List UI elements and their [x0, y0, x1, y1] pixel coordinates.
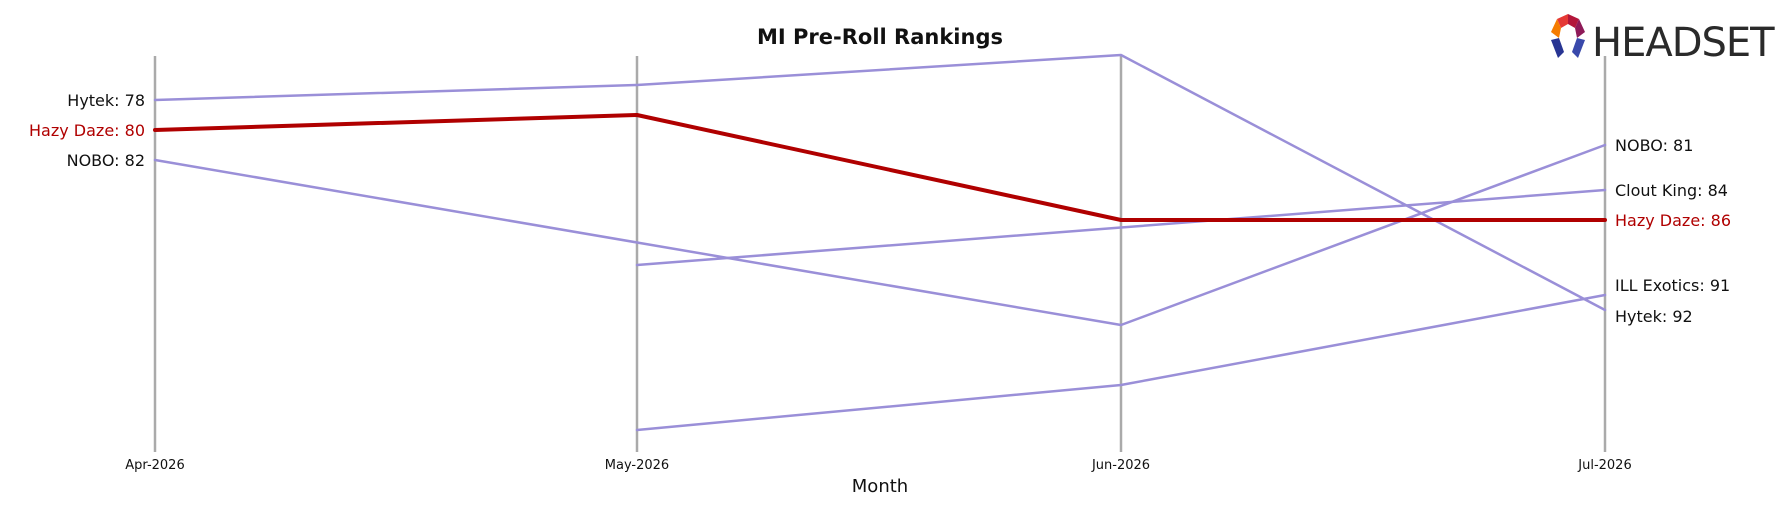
series-line [153, 53, 1607, 312]
series-end-label: Clout King: 84 [1615, 181, 1728, 200]
start-labels: Hytek: 78 NOBO: 82 Hazy Daze: 80 [29, 91, 145, 170]
series-start-label: Hazy Daze: 80 [29, 121, 145, 140]
month-tick-labels: Apr-2026 May-2026 Jun-2026 Jul-2026 [125, 458, 1631, 473]
chart-title: MI Pre-Roll Rankings [757, 25, 1003, 49]
end-labels: Hazy Daze: 86 Hytek: 92 NOBO: 81 Clout King… [1615, 136, 1731, 326]
series-end-label: Hazy Daze: 86 [1615, 211, 1731, 230]
series-line [153, 143, 1607, 327]
series-end-label: NOBO: 81 [1615, 136, 1693, 155]
x-axis-label: Month [852, 476, 908, 497]
logo-text: HEADSET [1592, 20, 1775, 64]
headset-logo-icon [1551, 14, 1585, 58]
month-tick-label: Jul-2026 [1577, 458, 1631, 473]
month-tick-label: Jun-2026 [1091, 458, 1150, 473]
headset-logo: HEADSET [1551, 14, 1776, 64]
series-line [635, 188, 1607, 267]
month-tick-label: Apr-2026 [125, 458, 184, 473]
month-axes [153, 56, 1607, 452]
series-end-label: Hytek: 92 [1615, 307, 1693, 326]
series-line [153, 113, 1607, 222]
series-end-label: ILL Exotics: 91 [1615, 276, 1730, 295]
series-start-label: Hytek: 78 [67, 91, 145, 110]
series-lines [153, 53, 1607, 432]
series-start-label: NOBO: 82 [67, 151, 145, 170]
series-line [635, 293, 1607, 432]
month-tick-label: May-2026 [605, 458, 669, 473]
